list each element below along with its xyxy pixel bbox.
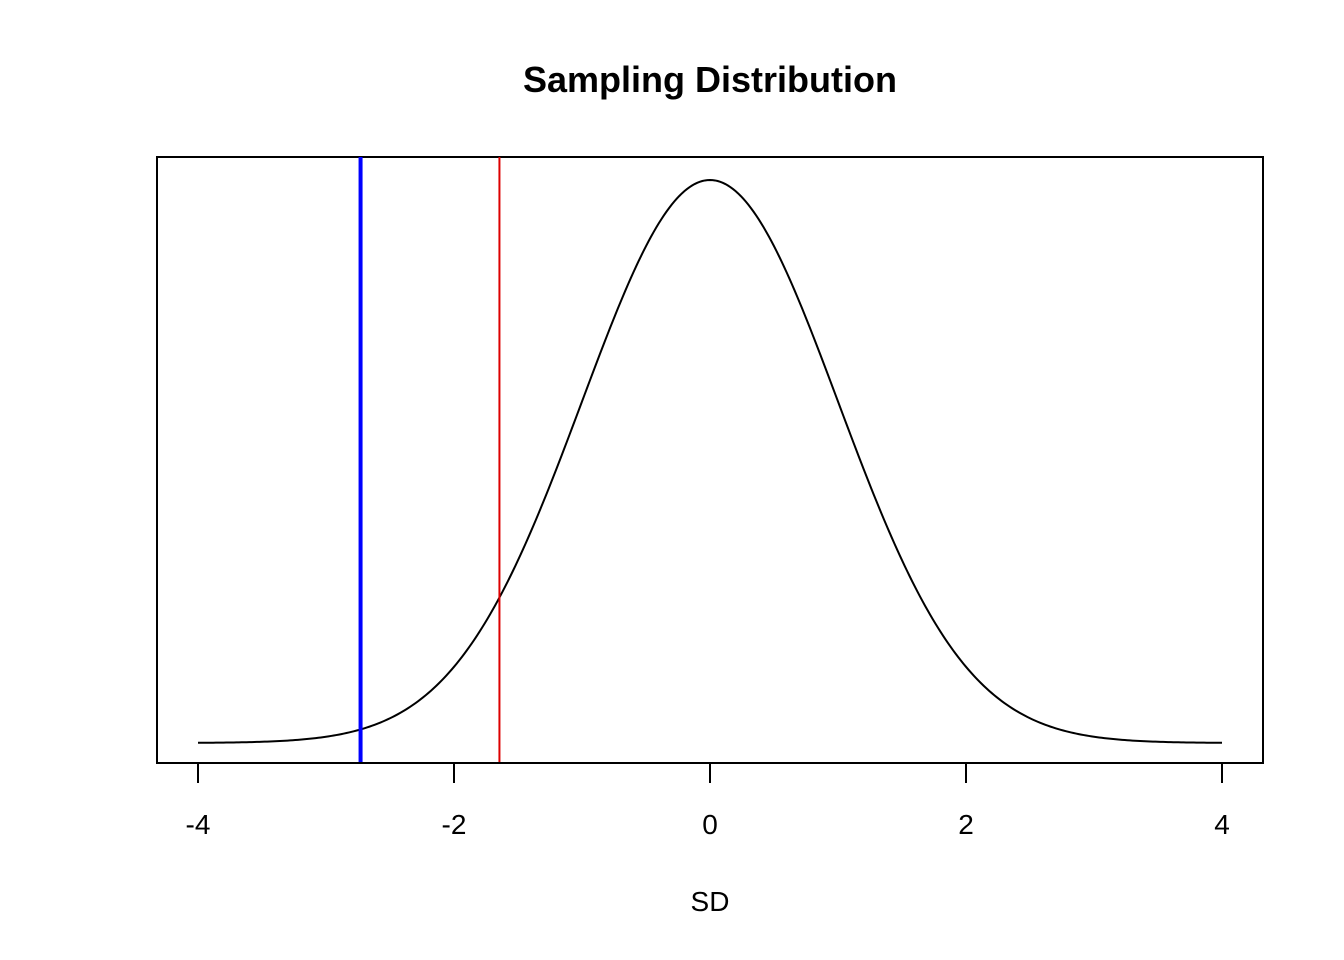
- x-tick-label: 0: [702, 809, 718, 840]
- x-tick-label: -2: [442, 809, 467, 840]
- density-curve: [197, 178, 1223, 744]
- plot-area: [197, 157, 1223, 763]
- x-axis: -4 -2 0 2 4: [186, 762, 1230, 840]
- x-tick-label: -4: [186, 809, 211, 840]
- chart-title: Sampling Distribution: [523, 59, 897, 100]
- x-tick-label: 2: [958, 809, 974, 840]
- plot-frame: [156, 156, 1264, 764]
- x-tick-label: 4: [1214, 809, 1230, 840]
- x-axis-label: SD: [691, 886, 730, 917]
